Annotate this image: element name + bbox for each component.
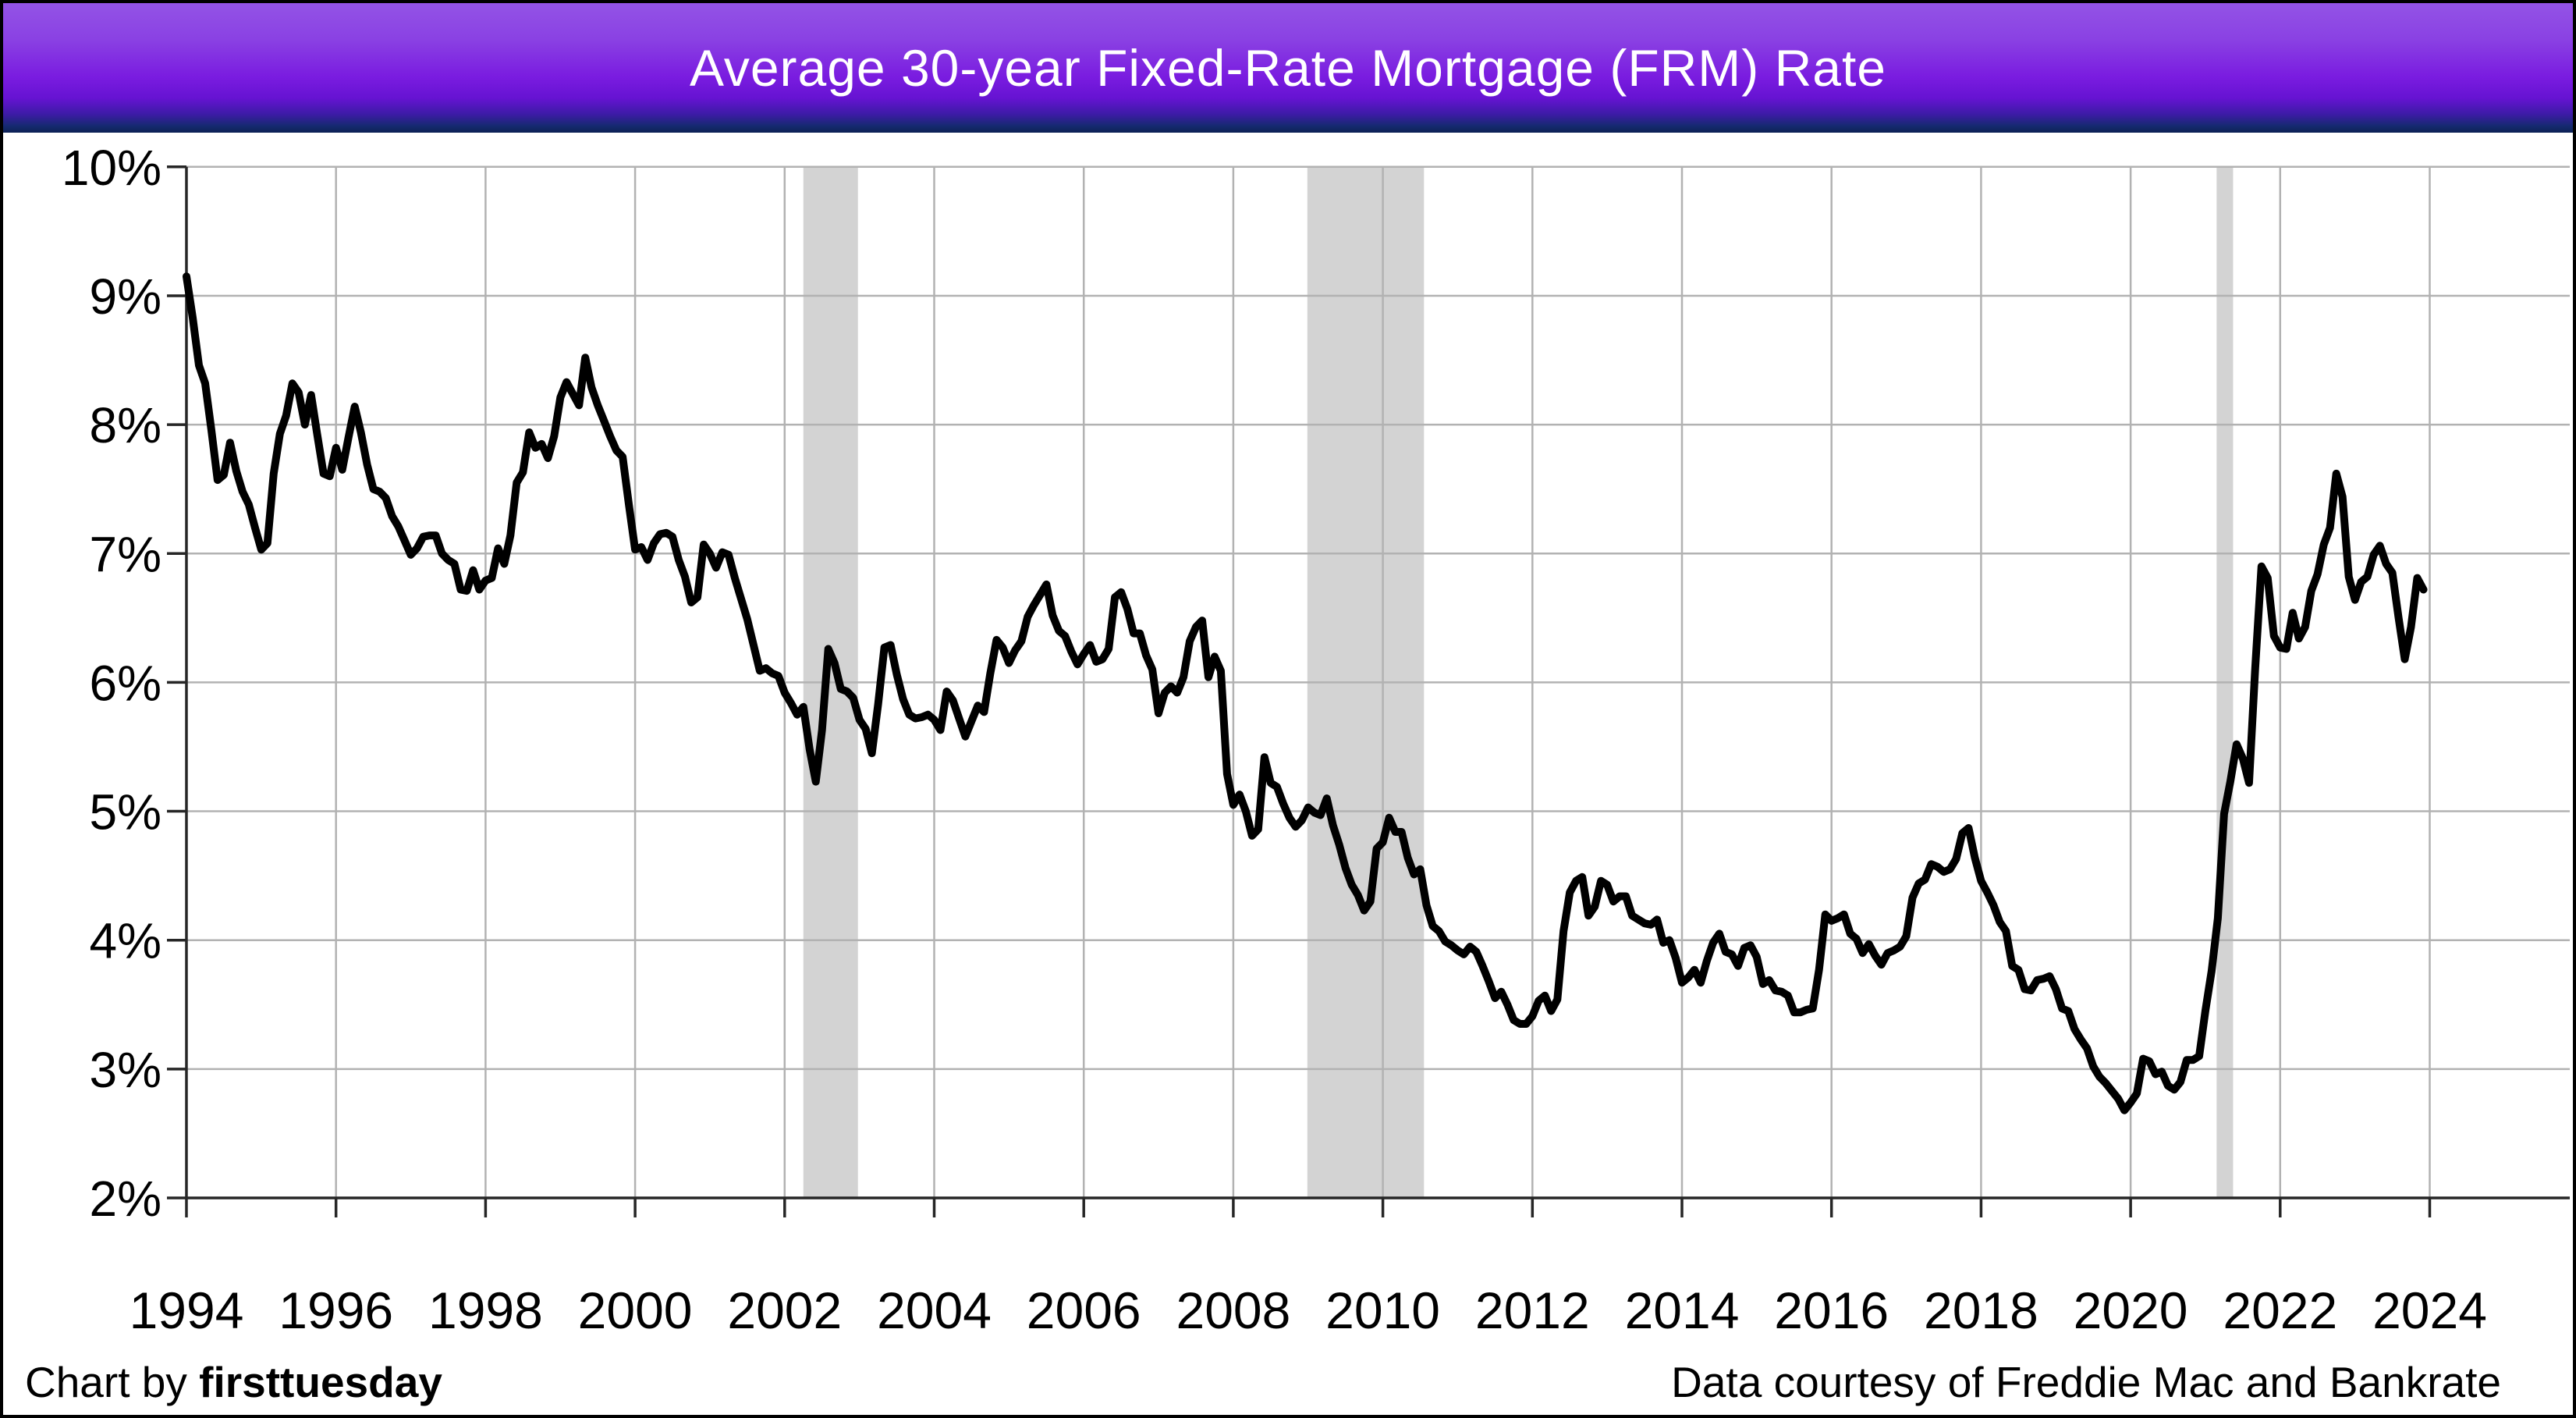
x-tick-label: 2022: [2223, 1281, 2337, 1339]
y-tick-label: 4%: [90, 913, 162, 969]
x-tick-label: 2000: [578, 1281, 693, 1339]
y-tick-label: 6%: [90, 655, 162, 711]
x-tick-label: 2002: [727, 1281, 842, 1339]
y-tick-label: 10%: [62, 140, 161, 196]
y-tick-label: 3%: [90, 1042, 162, 1098]
chart-credit-prefix: Chart by: [25, 1358, 200, 1406]
y-tick-label: 2%: [90, 1171, 162, 1227]
x-tick-label: 2020: [2074, 1281, 2188, 1339]
x-tick-labels: 1994 1996 1998 2000 2002 2004 2006 2008 2010 2012…: [130, 1281, 2487, 1339]
gridlines: [186, 165, 2570, 1198]
x-tick-label: 2016: [1774, 1281, 1889, 1339]
y-tick-labels: 2% 3% 4% 5% 6% 7% 8% 9% 10%: [62, 140, 161, 1227]
axes: [167, 165, 2570, 1217]
x-tick-label: 2012: [1475, 1281, 1590, 1339]
chart-credit: Chart by firsttuesday: [25, 1361, 442, 1404]
chart-credit-brand: firsttuesday: [199, 1358, 442, 1406]
data-source-credit: Data courtesy of Freddie Mac and Bankrat…: [1671, 1358, 2501, 1406]
x-tick-label: 2024: [2372, 1281, 2487, 1339]
x-tick-label: 1996: [279, 1281, 393, 1339]
x-tick-label: 2004: [877, 1281, 992, 1339]
frm-rate-series-line: [183, 272, 2428, 1114]
x-tick-label: 2008: [1176, 1281, 1290, 1339]
x-tick-label: 1998: [428, 1281, 543, 1339]
x-tick-label: 2018: [1924, 1281, 2038, 1339]
y-tick-label: 8%: [90, 397, 162, 453]
x-tick-label: 2014: [1625, 1281, 1740, 1339]
x-tick-label: 2006: [1027, 1281, 1141, 1339]
y-tick-label: 7%: [90, 526, 162, 582]
chart-title: Average 30-year Fixed-Rate Mortgage (FRM…: [689, 39, 1887, 97]
y-tick-label: 9%: [90, 268, 162, 325]
header-banner: Average 30-year Fixed-Rate Mortgage (FRM…: [0, 0, 2576, 133]
y-tick-label: 5%: [90, 784, 162, 840]
x-tick-label: 1994: [130, 1281, 244, 1339]
x-tick-label: 2010: [1325, 1281, 1440, 1339]
